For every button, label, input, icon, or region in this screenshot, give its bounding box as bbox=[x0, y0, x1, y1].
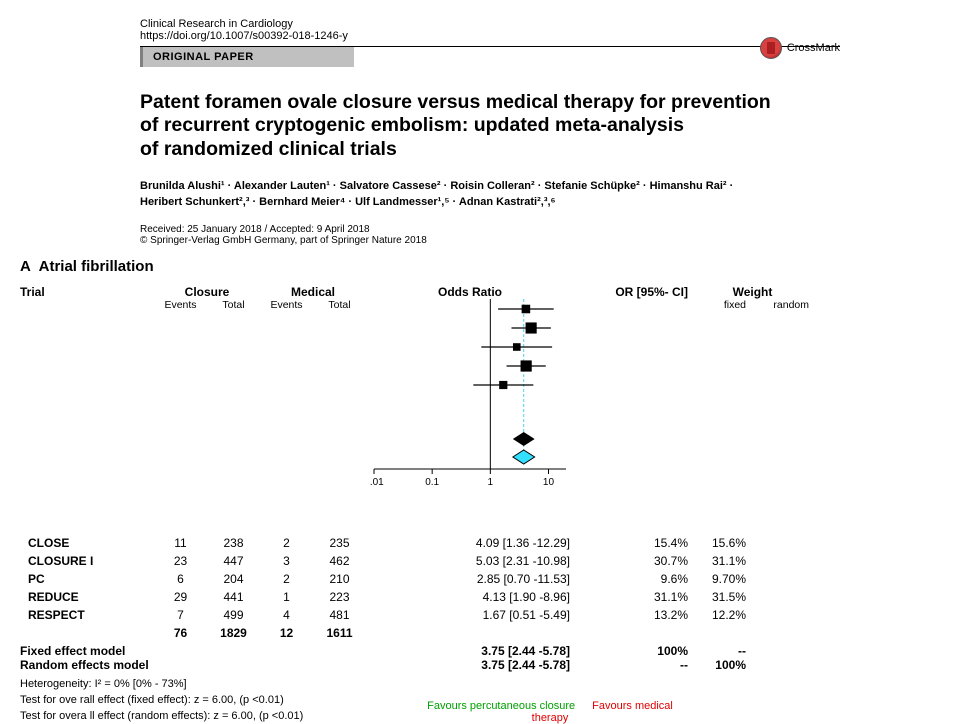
ci-text: 5.03 [2.31 -10.98] bbox=[370, 554, 570, 568]
title-line: of recurrent cryptogenic embolism: updat… bbox=[140, 114, 840, 137]
received-accepted: Received: 25 January 2018 / Accepted: 9 … bbox=[140, 224, 840, 235]
copyright: © Springer-Verlag GmbH Germany, part of … bbox=[140, 235, 840, 246]
favours-labels: Favours percutaneous closure Favours med… bbox=[410, 700, 690, 724]
trial-name: RESPECT bbox=[20, 608, 150, 622]
paper-header: Clinical Research in Cardiology https://… bbox=[0, 0, 960, 246]
svg-text:0.01: 0.01 bbox=[370, 477, 384, 488]
fixed-model-label: Fixed effect model bbox=[20, 644, 362, 658]
sub-total: Total bbox=[317, 299, 362, 311]
cell: 29 bbox=[158, 590, 203, 604]
col-closure: Closure bbox=[158, 285, 256, 299]
sub-fixed: fixed bbox=[696, 299, 746, 311]
cell: 447 bbox=[211, 554, 256, 568]
cell: 210 bbox=[317, 572, 362, 586]
fixed-ci: 3.75 [2.44 -5.78] bbox=[370, 644, 570, 658]
cell: 100% bbox=[696, 658, 746, 672]
ci-text: 1.67 [0.51 -5.49] bbox=[370, 608, 570, 622]
forest-plot-svg-cell: 0.01 0.1 1 10 bbox=[370, 299, 570, 532]
sub-random: random bbox=[754, 299, 809, 311]
cell: 23 bbox=[158, 554, 203, 568]
panel-title: A Atrial fibrillation bbox=[20, 258, 940, 275]
sub-events: Events bbox=[264, 299, 309, 311]
svg-text:10: 10 bbox=[543, 477, 555, 488]
cell: 4 bbox=[264, 608, 309, 622]
cell: 223 bbox=[317, 590, 362, 604]
authors-line: Heribert Schunkert²,³ · Bernhard Meier⁴ … bbox=[140, 195, 840, 210]
col-or-ci: OR [95%- CI] bbox=[578, 285, 688, 299]
ci-text: 2.85 [0.70 -11.53] bbox=[370, 572, 570, 586]
cell: 238 bbox=[211, 536, 256, 550]
doi-text: https://doi.org/10.1007/s00392-018-1246-… bbox=[140, 30, 840, 42]
cell: 12.2% bbox=[696, 608, 746, 622]
cell: 204 bbox=[211, 572, 256, 586]
forest-plot-panel: A Atrial fibrillation Trial Closure Medi… bbox=[0, 246, 960, 724]
sub-events: Events bbox=[158, 299, 203, 311]
author-list: Brunilda Alushi¹ · Alexander Lauten¹ · S… bbox=[140, 179, 840, 210]
cell: 15.4% bbox=[578, 536, 688, 550]
forest-plot-svg: 0.01 0.1 1 10 bbox=[370, 299, 570, 529]
cell: 6 bbox=[158, 572, 203, 586]
total-cell: 1829 bbox=[211, 626, 256, 640]
cell: -- bbox=[696, 644, 746, 658]
trial-name: PC bbox=[20, 572, 150, 586]
total-cell: 1611 bbox=[317, 626, 362, 640]
title-line: of randomized clinical trials bbox=[140, 138, 840, 161]
cell: 235 bbox=[317, 536, 362, 550]
cell: 9.6% bbox=[578, 572, 688, 586]
authors-line: Brunilda Alushi¹ · Alexander Lauten¹ · S… bbox=[140, 179, 840, 194]
random-ci: 3.75 [2.44 -5.78] bbox=[370, 658, 570, 672]
test-fixed-text: Test for ove rall effect (fixed effect):… bbox=[20, 694, 410, 706]
trial-name: CLOSURE I bbox=[20, 554, 150, 568]
cell: 7 bbox=[158, 608, 203, 622]
sub-total: Total bbox=[211, 299, 256, 311]
cell: -- bbox=[578, 658, 688, 672]
cell: 31.1% bbox=[696, 554, 746, 568]
cell: 100% bbox=[578, 644, 688, 658]
cell: 499 bbox=[211, 608, 256, 622]
cell: 2 bbox=[264, 536, 309, 550]
favours-closure: Favours percutaneous closure bbox=[427, 700, 575, 712]
panel-letter: A bbox=[20, 258, 30, 275]
col-weight: Weight bbox=[696, 285, 809, 299]
crossmark-label: CrossMark bbox=[787, 42, 840, 54]
col-trial: Trial bbox=[20, 285, 150, 299]
cell: 441 bbox=[211, 590, 256, 604]
forest-table: Trial Closure Medical Odds Ratio OR [95%… bbox=[20, 285, 940, 672]
svg-text:1: 1 bbox=[488, 477, 494, 488]
heterogeneity-text: Heterogeneity: I² = 0% [0% - 73%] bbox=[20, 678, 410, 690]
cell: 462 bbox=[317, 554, 362, 568]
journal-name: Clinical Research in Cardiology bbox=[140, 18, 840, 30]
article-type-badge: ORIGINAL PAPER bbox=[140, 47, 354, 67]
cell: 11 bbox=[158, 536, 203, 550]
random-model-label: Random effects model bbox=[20, 658, 362, 672]
trial-name: CLOSE bbox=[20, 536, 150, 550]
cell: 2 bbox=[264, 572, 309, 586]
crossmark-icon bbox=[760, 37, 782, 59]
total-cell: 76 bbox=[158, 626, 203, 640]
panel-subtitle: Atrial fibrillation bbox=[39, 258, 154, 275]
title-line: Patent foramen ovale closure versus medi… bbox=[140, 91, 840, 114]
cell: 15.6% bbox=[696, 536, 746, 550]
cell: 9.70% bbox=[696, 572, 746, 586]
col-odds-ratio: Odds Ratio bbox=[370, 285, 570, 299]
svg-text:0.1: 0.1 bbox=[425, 477, 439, 488]
crossmark-badge: CrossMark bbox=[760, 37, 840, 59]
cell: 31.1% bbox=[578, 590, 688, 604]
cell: 31.5% bbox=[696, 590, 746, 604]
ci-text: 4.13 [1.90 -8.96] bbox=[370, 590, 570, 604]
ci-text: 4.09 [1.36 -12.29] bbox=[370, 536, 570, 550]
cell: 481 bbox=[317, 608, 362, 622]
cell: 13.2% bbox=[578, 608, 688, 622]
paper-title: Patent foramen ovale closure versus medi… bbox=[140, 91, 840, 161]
cell: 1 bbox=[264, 590, 309, 604]
total-cell: 12 bbox=[264, 626, 309, 640]
trial-name: REDUCE bbox=[20, 590, 150, 604]
cell: 30.7% bbox=[578, 554, 688, 568]
col-medical: Medical bbox=[264, 285, 362, 299]
test-random-text: Test for overa ll effect (random effects… bbox=[20, 710, 410, 722]
cell: 3 bbox=[264, 554, 309, 568]
